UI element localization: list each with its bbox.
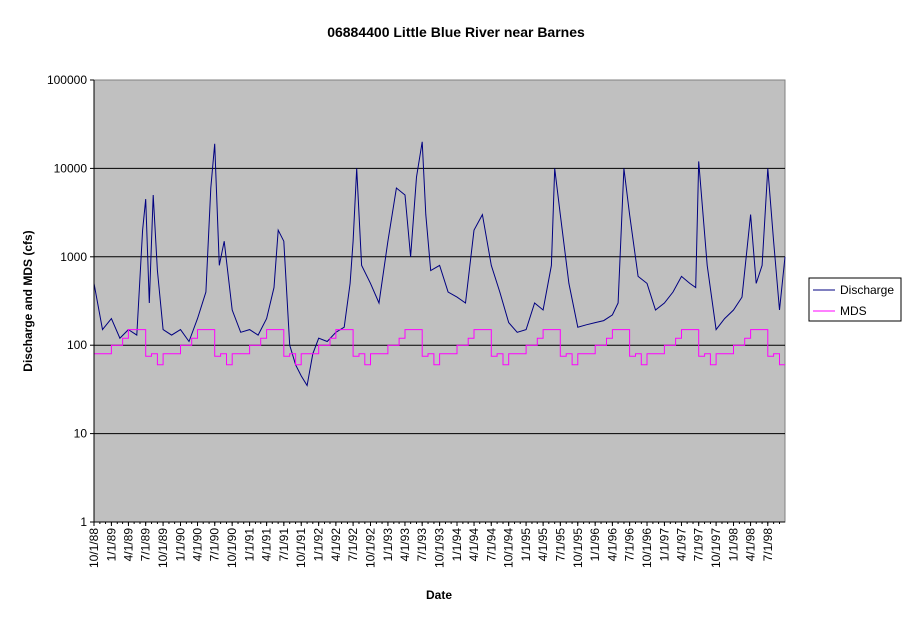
x-tick-label: 4/1/95 [536,528,550,562]
x-tick-label: 7/1/95 [553,528,567,562]
x-tick-label: 7/1/91 [277,528,291,562]
y-axis: 1 10 100 1000 10000 100000 [47,73,95,529]
x-tick-label: 7/1/98 [761,528,775,562]
x-tick-label: 4/1/98 [744,528,758,562]
y-tick-label: 1000 [60,250,87,264]
x-tick-label: 4/1/93 [398,528,412,562]
plot-area: 1 10 100 1000 10000 100000 10/1/88 1/1/89 4/1/8… [47,73,786,568]
x-tick-label: 7/1/89 [139,528,153,562]
x-tick-label: 4/1/91 [260,528,274,562]
x-tick-label: 10/1/89 [156,528,170,568]
y-tick-label: 10000 [54,161,88,175]
y-tick-label: 100000 [47,73,87,87]
x-tick-label: 1/1/89 [104,528,118,562]
x-tick-label: 1/1/95 [519,528,533,562]
x-tick-label: 1/1/93 [381,528,395,562]
x-tick-label: 1/1/96 [588,528,602,562]
x-tick-label: 10/1/96 [640,528,654,568]
x-tick-label: 1/1/90 [173,528,187,562]
x-tick-label: 7/1/93 [415,528,429,562]
legend: Discharge MDS [808,277,902,322]
x-tick-label: 4/1/89 [121,528,135,562]
x-tick-label: 10/1/97 [709,528,723,568]
x-axis: 10/1/88 1/1/89 4/1/89 7/1/89 10/1/89 1/1/90 4/… [87,521,785,568]
y-tick-label: 1 [80,515,87,529]
x-tick-label: 7/1/94 [484,528,498,562]
y-tick-label: 10 [74,427,88,441]
series-line-discharge [93,141,786,387]
x-tick-label: 10/1/88 [87,528,101,568]
y-axis-title: Discharge and MDS (cfs) [21,230,35,371]
x-tick-label: 10/1/90 [225,528,239,568]
x-tick-label: 10/1/93 [433,528,447,568]
plot-background [93,79,786,523]
legend-box [808,277,902,322]
x-tick-label: 1/1/98 [727,528,741,562]
x-axis-title: Date [426,588,452,602]
x-tick-label: 4/1/94 [467,528,481,562]
x-tick-label: 4/1/92 [329,528,343,562]
chart-title: 06884400 Little Blue River near Barnes [327,24,585,40]
x-tick-label: 7/1/90 [208,528,222,562]
y-tick-label: 100 [67,338,87,352]
x-tick-label: 10/1/91 [294,528,308,568]
x-tick-label: 10/1/94 [502,528,516,568]
x-tick-label: 10/1/92 [364,528,378,568]
legend-label-discharge: Discharge [840,283,894,297]
x-tick-label: 4/1/90 [191,528,205,562]
x-tick-label: 1/1/92 [312,528,326,562]
legend-label-mds: MDS [840,304,867,318]
x-tick-label: 7/1/97 [692,528,706,562]
x-tick-label: 1/1/94 [450,528,464,562]
x-tick-label: 10/1/95 [571,528,585,568]
series-line-mds [94,329,785,366]
x-tick-label: 7/1/92 [346,528,360,562]
x-tick-label: 7/1/96 [623,528,637,562]
x-tick-label: 4/1/96 [605,528,619,562]
x-tick-label: 1/1/97 [657,528,671,562]
x-tick-label: 1/1/91 [243,528,257,562]
x-tick-label: 4/1/97 [674,528,688,562]
series-layer [93,141,786,387]
